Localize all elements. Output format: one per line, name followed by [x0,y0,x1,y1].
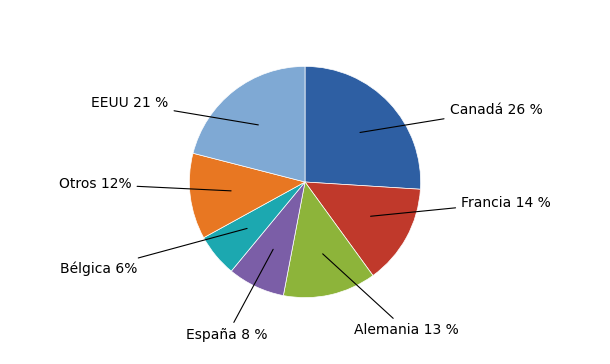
Wedge shape [305,66,421,189]
Text: Canadá 26 %: Canadá 26 % [360,103,542,132]
Wedge shape [283,182,373,298]
Text: Francia 14 %: Francia 14 % [371,196,551,216]
Wedge shape [204,182,305,271]
Wedge shape [193,66,305,182]
Wedge shape [305,182,420,276]
Text: Bélgica 6%: Bélgica 6% [60,229,247,276]
Text: Otros 12%: Otros 12% [59,177,231,191]
Wedge shape [189,153,305,238]
Text: EEUU 21 %: EEUU 21 % [92,96,258,125]
Text: España 8 %: España 8 % [187,249,273,342]
Text: Alemania 13 %: Alemania 13 % [323,254,458,337]
Wedge shape [231,182,305,296]
